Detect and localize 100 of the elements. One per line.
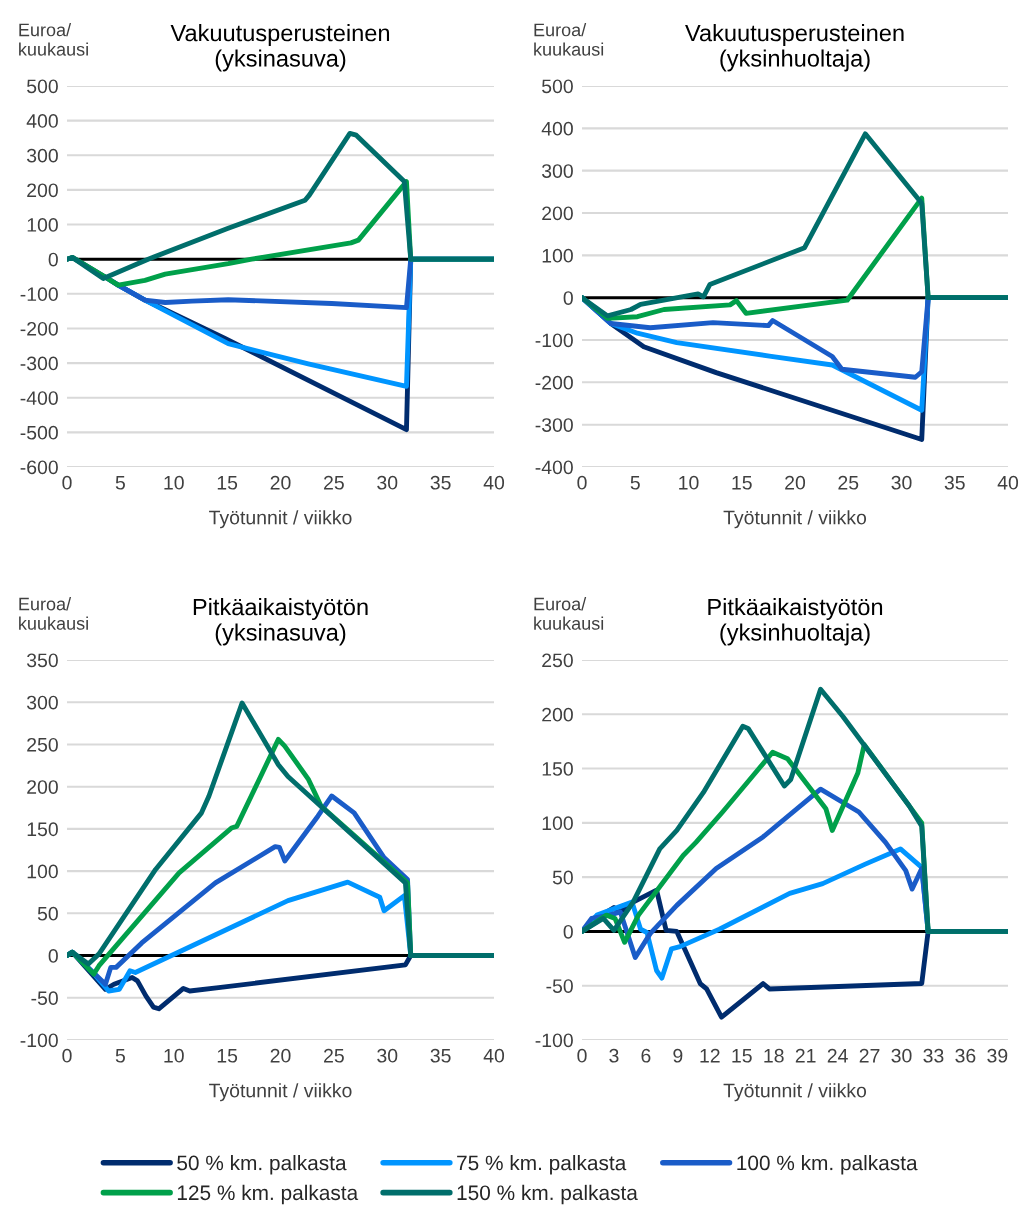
x-tick-label: 6 (641, 1048, 651, 1063)
x-tick-label: 40 (483, 475, 505, 490)
x-tick-label: 21 (795, 1048, 816, 1063)
x-tick-label: 20 (785, 475, 806, 490)
y-tick-label: 200 (27, 780, 58, 794)
y-tick-label: 0 (48, 949, 58, 963)
x-tick-label: 35 (430, 475, 451, 490)
y-tick-label: 500 (27, 79, 58, 94)
x-tick-label: 0 (577, 1048, 587, 1063)
x-tick-label: 3 (609, 1048, 619, 1063)
y-tick-label: -600 (20, 460, 58, 475)
y-tick-label: 50 (37, 906, 58, 921)
y-tick-label: 200 (542, 707, 573, 722)
y-tick-label: 100 (542, 248, 573, 263)
y-tick-label: 150 (542, 762, 573, 776)
y-tick-label: -200 (535, 375, 573, 390)
x-tick-label: 30 (377, 475, 398, 490)
y-axis-title: Euroa/ kuukausi (19, 23, 88, 56)
y-tick-label: 300 (26, 148, 58, 163)
line-series (67, 700, 494, 967)
x-tick-label: 5 (115, 1049, 125, 1063)
x-tick-label: 36 (955, 1048, 976, 1063)
x-tick-label: 35 (430, 1048, 451, 1063)
x-tick-label: 39 (987, 1048, 1008, 1063)
x-tick-label: 40 (997, 475, 1019, 490)
y-tick-label: -100 (20, 287, 58, 302)
y-tick-label: -300 (20, 356, 58, 371)
y-tick-label: 100 (27, 218, 58, 232)
x-tick-label: 30 (377, 1048, 398, 1063)
y-tick-label: 400 (541, 121, 573, 136)
chart-title: Vakuutusperusteinen (yksinasuva) (170, 24, 390, 72)
x-tick-label: 25 (324, 1048, 344, 1063)
y-tick-label: -500 (20, 425, 58, 440)
y-tick-label: -400 (535, 460, 573, 475)
y-tick-label: 200 (542, 206, 573, 221)
y-tick-label: 400 (26, 114, 58, 128)
y-axis-title: Euroa/ kuukausi (534, 23, 604, 56)
x-tick-label: 24 (827, 1048, 848, 1063)
x-tick-label: 10 (164, 475, 184, 490)
chart-title: Vakuutusperusteinen (yksinhuoltaja) (685, 24, 904, 72)
y-axis-title: Euroa/ kuukausi (534, 597, 604, 630)
y-tick-label: -50 (546, 979, 573, 993)
y-tick-label: 500 (542, 79, 573, 94)
legend-label: 75 % km. palkasta (457, 1154, 627, 1175)
legend-label: 150 % km. palkasta (457, 1184, 638, 1205)
y-tick-label: 350 (26, 653, 58, 668)
x-tick-label: 5 (115, 476, 125, 490)
x-tick-label: 10 (164, 1048, 184, 1063)
x-axis-title: Työtunnit / viikko (723, 510, 867, 529)
y-tick-label: 200 (27, 183, 58, 198)
x-axis-title: Työtunnit / viikko (209, 510, 352, 529)
x-tick-label: 35 (944, 475, 965, 490)
x-tick-label: 30 (891, 1048, 912, 1063)
x-tick-label: 12 (700, 1048, 720, 1063)
legend-label: 50 % km. palkasta (177, 1154, 347, 1175)
line-series (582, 686, 1008, 934)
x-axis-title: Työtunnit / viikko (209, 1083, 352, 1102)
x-tick-label: 15 (732, 1049, 752, 1063)
x-tick-label: 20 (270, 475, 291, 490)
x-tick-label: 9 (673, 1048, 683, 1063)
y-tick-label: -200 (20, 321, 58, 336)
x-tick-label: 40 (483, 1048, 505, 1063)
chart-title: Pitkäaikaistyötön (yksinhuoltaja) (708, 598, 883, 646)
y-tick-label: 300 (26, 695, 58, 710)
y-tick-label: 100 (27, 864, 58, 879)
y-tick-label: 50 (552, 870, 573, 885)
y-tick-label: -300 (535, 418, 573, 432)
y-axis-title: Euroa/ kuukausi (19, 597, 88, 630)
x-tick-label: 18 (764, 1048, 784, 1063)
y-tick-label: 0 (563, 924, 573, 939)
x-tick-label: 20 (270, 1048, 291, 1063)
y-tick-label: -100 (535, 333, 573, 348)
y-tick-label: 150 (27, 822, 58, 837)
legend-label: 100 % km. palkasta (737, 1154, 918, 1175)
y-tick-label: -100 (535, 1033, 573, 1048)
x-tick-label: 27 (859, 1048, 880, 1063)
y-tick-label: 250 (27, 737, 58, 752)
y-tick-label: -50 (31, 991, 58, 1006)
x-tick-label: 15 (732, 476, 752, 490)
y-tick-label: 0 (48, 252, 58, 267)
line-series (582, 131, 1008, 319)
x-tick-label: 33 (923, 1048, 944, 1063)
x-tick-label: 10 (679, 475, 699, 490)
x-tick-label: 0 (62, 475, 72, 490)
x-tick-label: 5 (630, 476, 640, 490)
chart-title: Pitkäaikaistyötön (yksinasuva) (193, 598, 368, 646)
y-tick-label: 100 (542, 816, 573, 831)
y-tick-label: -400 (20, 391, 58, 405)
x-axis-title: Työtunnit / viikko (723, 1083, 867, 1102)
y-tick-label: 250 (542, 653, 573, 668)
y-tick-label: 0 (563, 291, 573, 305)
x-tick-label: 0 (62, 1048, 72, 1063)
x-tick-label: 15 (217, 476, 238, 490)
x-tick-label: 25 (324, 475, 344, 490)
x-tick-label: 30 (891, 475, 912, 490)
x-tick-label: 15 (217, 1049, 238, 1063)
line-series (67, 131, 494, 282)
x-tick-label: 0 (577, 475, 587, 490)
y-tick-label: -100 (20, 1033, 58, 1048)
legend-label: 125 % km. palkasta (177, 1184, 359, 1205)
